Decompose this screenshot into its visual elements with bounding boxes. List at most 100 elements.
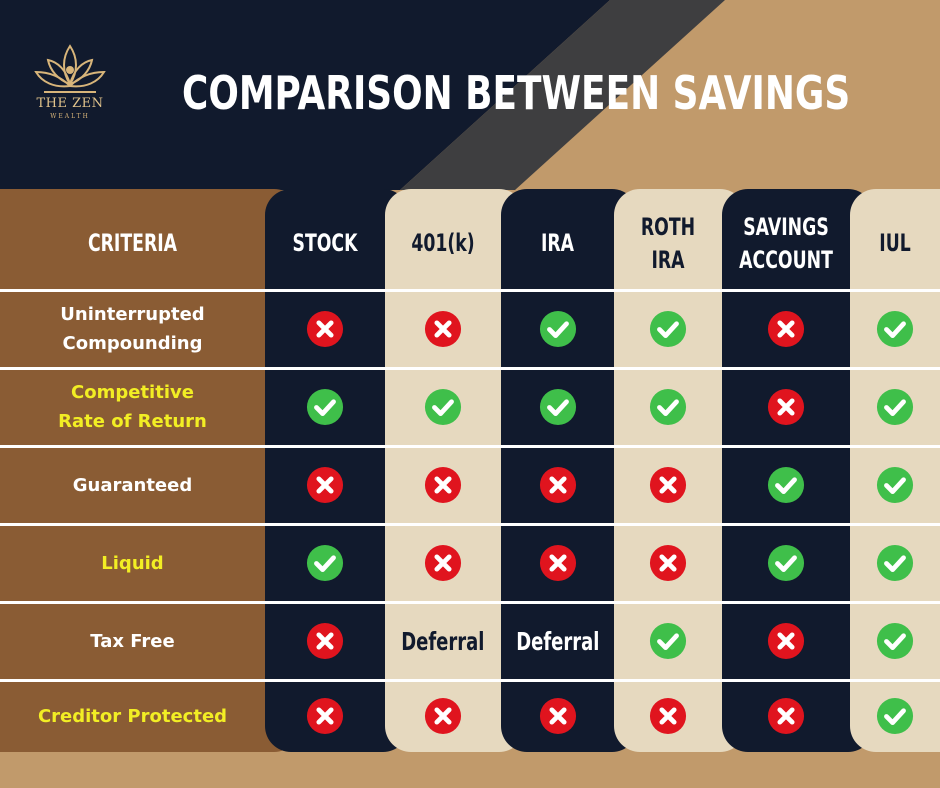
table-cell bbox=[722, 368, 850, 446]
lotus-icon bbox=[34, 44, 106, 93]
column-header-line: IRA bbox=[540, 229, 575, 257]
cross-icon bbox=[306, 697, 344, 735]
criteria-header-label: CRITERIA bbox=[87, 229, 178, 257]
column-header-line: ROTH bbox=[640, 212, 696, 241]
background-gray-stripe bbox=[400, 0, 725, 190]
table-cell bbox=[501, 446, 614, 524]
table-cell bbox=[385, 680, 501, 752]
column-header-line: SAVINGS bbox=[743, 212, 829, 241]
criteria-header: CRITERIA bbox=[37, 197, 228, 290]
criteria-label-line: Rate of Return bbox=[58, 411, 207, 432]
row-divider bbox=[0, 445, 940, 448]
column-savings-account bbox=[722, 189, 874, 752]
table-cell bbox=[850, 368, 940, 446]
brand-name: THE ZEN bbox=[36, 96, 104, 111]
cross-icon bbox=[306, 310, 344, 348]
table-cell bbox=[850, 602, 940, 680]
table-cell bbox=[265, 368, 385, 446]
cross-icon bbox=[306, 466, 344, 504]
table-cell bbox=[501, 524, 614, 602]
column-header: 401(k) bbox=[401, 197, 485, 290]
cross-icon bbox=[424, 466, 462, 504]
column-header: STOCK bbox=[282, 197, 368, 290]
check-icon bbox=[767, 466, 805, 504]
column-header-label: STOCK bbox=[292, 227, 357, 260]
column-header-label: ROTH IRA bbox=[641, 211, 695, 277]
check-icon bbox=[539, 310, 576, 348]
cross-icon bbox=[424, 544, 462, 582]
criteria-label-text: Guaranteed bbox=[73, 471, 192, 500]
row-divider bbox=[0, 679, 940, 682]
cross-icon bbox=[306, 622, 344, 660]
page-title: COMPARISON BETWEEN SAVINGS bbox=[182, 66, 851, 120]
cross-icon bbox=[424, 697, 462, 735]
check-icon bbox=[876, 310, 914, 348]
check-icon bbox=[767, 544, 805, 582]
column-header-line: ACCOUNT bbox=[739, 245, 833, 274]
table-cell bbox=[722, 680, 850, 752]
check-icon bbox=[649, 310, 687, 348]
table-cell bbox=[614, 368, 722, 446]
table-cell bbox=[265, 446, 385, 524]
check-icon bbox=[649, 388, 687, 426]
criteria-label: Uninterrupted Compounding bbox=[0, 290, 265, 368]
column-header-line: IUL bbox=[879, 229, 911, 257]
column-header-label: 401(k) bbox=[411, 227, 474, 260]
criteria-label: Liquid bbox=[0, 524, 265, 602]
cross-icon bbox=[539, 697, 576, 735]
check-icon bbox=[649, 622, 687, 660]
column-header-label: IRA bbox=[541, 227, 574, 260]
column-header-label: SAVINGS ACCOUNT bbox=[739, 211, 833, 277]
check-icon bbox=[876, 388, 914, 426]
table-cell bbox=[850, 524, 940, 602]
table-cell bbox=[385, 368, 501, 446]
criteria-label-text: Competitive Rate of Return bbox=[58, 378, 207, 436]
criteria-label-line: Creditor Protected bbox=[37, 705, 228, 727]
brand-logo: THE ZEN WEALTH bbox=[24, 36, 116, 128]
criteria-label-line: Liquid bbox=[101, 552, 164, 574]
table-cell bbox=[614, 602, 722, 680]
cross-icon bbox=[539, 466, 576, 504]
brand-subtitle: WEALTH bbox=[50, 113, 90, 120]
check-icon bbox=[876, 622, 914, 660]
criteria-label-text: Uninterrupted Compounding bbox=[60, 300, 204, 358]
table-cell bbox=[722, 446, 850, 524]
cross-icon bbox=[539, 544, 576, 582]
table-cell bbox=[501, 368, 614, 446]
cell-text-value: Deferral bbox=[401, 626, 485, 656]
table-cell bbox=[265, 290, 385, 368]
criteria-label-text: Creditor Protected bbox=[38, 702, 227, 731]
table-cell bbox=[265, 680, 385, 752]
table-cell bbox=[265, 524, 385, 602]
row-divider bbox=[0, 289, 940, 292]
table-cell: Deferral bbox=[501, 602, 614, 680]
row-divider bbox=[0, 523, 940, 526]
check-icon bbox=[876, 697, 914, 735]
table-cell bbox=[614, 524, 722, 602]
cross-icon bbox=[767, 388, 805, 426]
criteria-column bbox=[0, 189, 300, 752]
column-header: IUL bbox=[863, 197, 928, 290]
cross-icon bbox=[649, 466, 687, 504]
table-cell bbox=[385, 524, 501, 602]
column-header: SAVINGS ACCOUNT bbox=[739, 197, 833, 290]
table-cell bbox=[722, 290, 850, 368]
row-divider bbox=[0, 367, 940, 370]
criteria-label-text: Liquid bbox=[101, 549, 163, 578]
table-cell bbox=[265, 602, 385, 680]
check-icon bbox=[424, 388, 462, 426]
cross-icon bbox=[767, 310, 805, 348]
row-divider bbox=[0, 601, 940, 604]
criteria-label-line: Compounding bbox=[62, 333, 203, 354]
criteria-label-line: Uninterrupted bbox=[60, 304, 205, 325]
table-cell bbox=[501, 680, 614, 752]
check-icon bbox=[306, 388, 344, 426]
table-cell bbox=[385, 446, 501, 524]
cross-icon bbox=[767, 697, 805, 735]
background-navy-panel bbox=[0, 0, 610, 190]
table-cell bbox=[722, 524, 850, 602]
criteria-label-line: Tax Free bbox=[90, 630, 175, 652]
criteria-label-line: Competitive bbox=[71, 382, 194, 403]
check-icon bbox=[539, 388, 576, 426]
cross-icon bbox=[767, 622, 805, 660]
